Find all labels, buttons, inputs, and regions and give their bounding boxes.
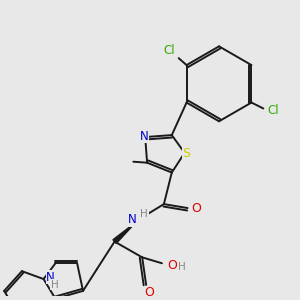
Text: H: H xyxy=(140,209,148,219)
Text: H: H xyxy=(51,280,58,290)
Text: Cl: Cl xyxy=(163,44,175,57)
Polygon shape xyxy=(113,222,136,243)
Text: O: O xyxy=(144,286,154,299)
Text: Cl: Cl xyxy=(267,104,279,117)
Text: N: N xyxy=(140,130,148,142)
Text: N: N xyxy=(128,213,137,226)
Text: H: H xyxy=(178,262,185,272)
Text: N: N xyxy=(46,271,55,284)
Text: O: O xyxy=(167,259,177,272)
Text: O: O xyxy=(191,202,201,214)
Text: S: S xyxy=(183,147,190,160)
